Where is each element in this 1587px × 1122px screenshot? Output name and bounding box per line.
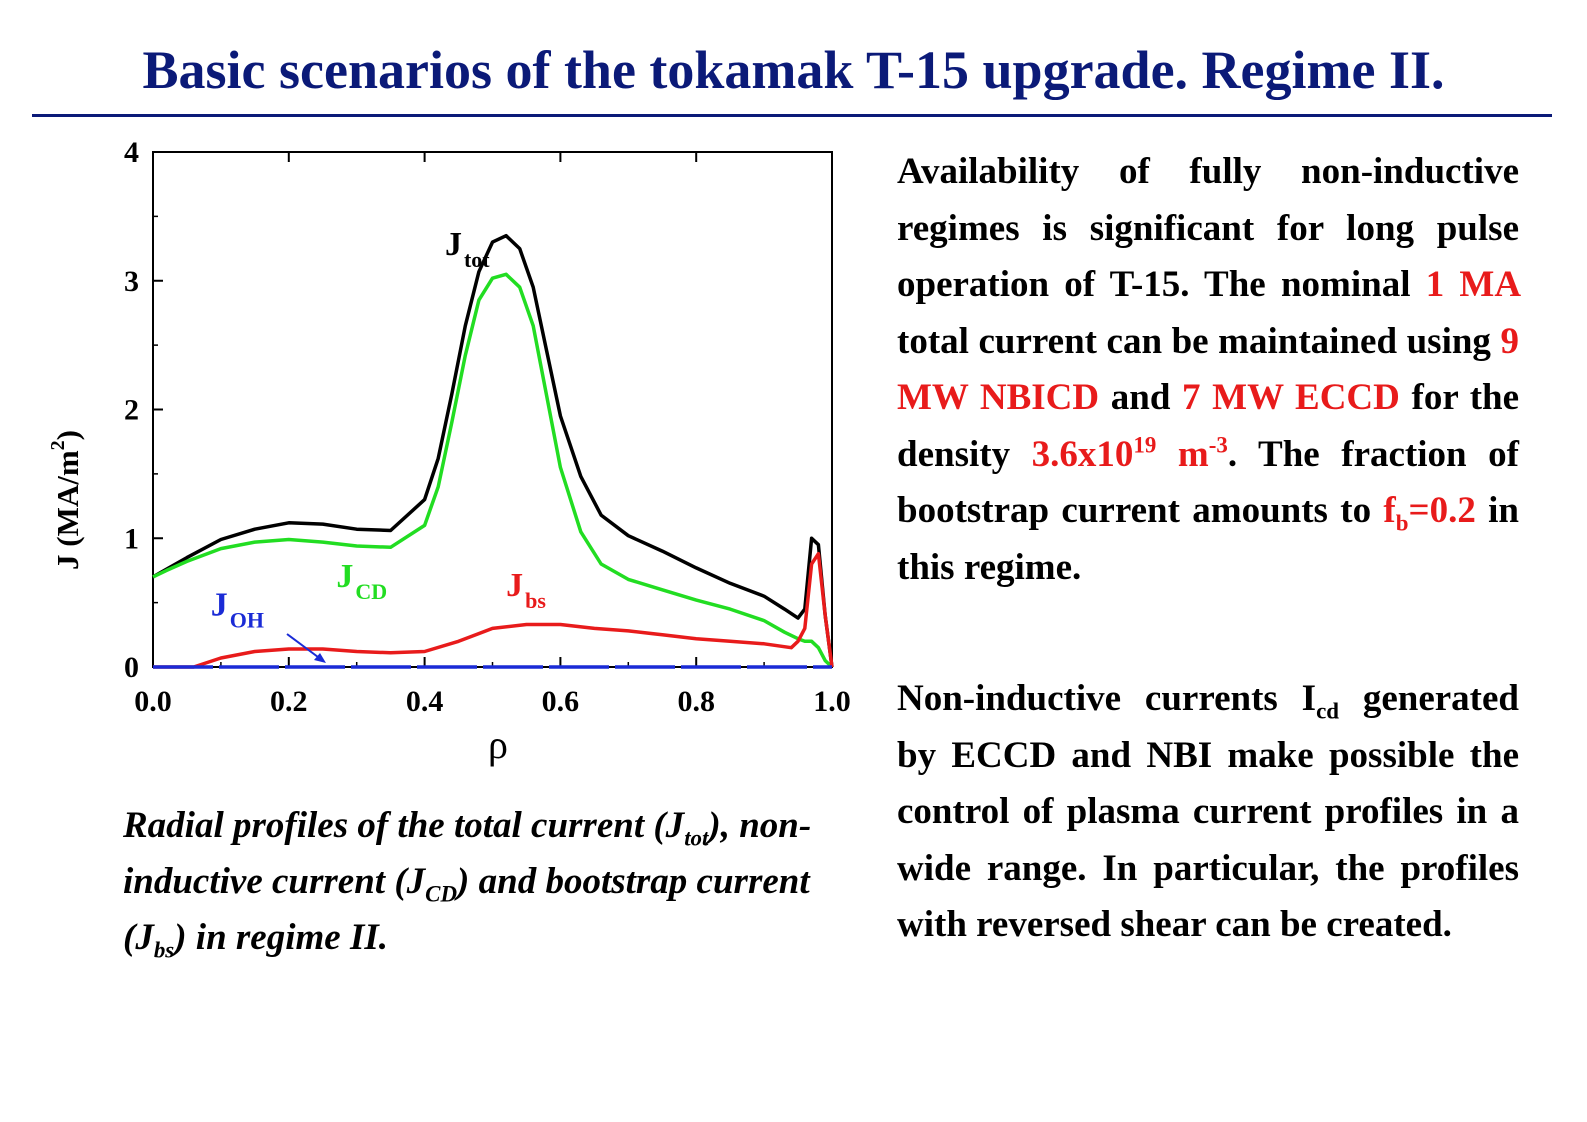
series-line-bs: [153, 551, 834, 669]
series-label-tot: Jtot: [445, 226, 490, 272]
x-tick-label: 1.0: [813, 685, 851, 718]
series-label-cd: JCD: [336, 558, 387, 604]
series-line-cd: [152, 272, 834, 669]
series-labels: Jtot JCD Jbs JOH: [211, 226, 547, 633]
x-tick-label: 0.6: [542, 685, 580, 718]
x-tick-label: 0.2: [270, 685, 308, 718]
y-tick-label: 2: [124, 394, 139, 427]
y-tick-label: 3: [124, 265, 139, 298]
series-label-bs: Jbs: [506, 567, 546, 613]
series-group: [152, 233, 834, 669]
y-tick-label: 4: [124, 136, 139, 169]
page-title: Basic scenarios of the tokamak T-15 upgr…: [142, 40, 1445, 100]
x-tick-label: 0.4: [406, 685, 444, 718]
description-paragraph-2: Non-inductive currents Icd generated by …: [897, 678, 1520, 945]
series-line-tot: [152, 233, 834, 668]
x-axis-label: ρ: [488, 722, 508, 767]
y-tick-label: 1: [124, 522, 139, 555]
x-tick-label: 0.0: [134, 685, 172, 718]
title-divider: [32, 114, 1552, 117]
plot-frame: [152, 151, 833, 668]
figure-caption: Radial profiles of the total current (Jt…: [123, 805, 812, 963]
axis-ticks: 0.0 0.2 0.4 0.6 0.8 1.0 0 1 2 3 4: [124, 136, 851, 718]
y-axis-label: J (MA/m2): [47, 430, 85, 570]
x-tick-label: 0.8: [677, 685, 715, 718]
description-paragraph-1: Availability of fully non-inductive regi…: [897, 151, 1520, 588]
series-label-oh: JOH: [211, 587, 264, 633]
y-tick-label: 0: [124, 651, 139, 684]
oh-arrow: [286, 633, 326, 663]
